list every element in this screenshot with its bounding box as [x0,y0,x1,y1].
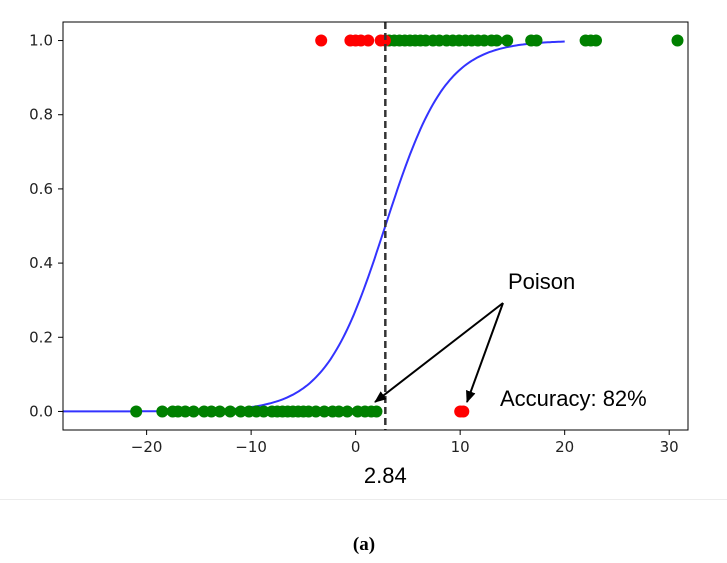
data-point-0-50 [501,34,514,47]
threshold-label: 2.84 [364,463,407,488]
axes-layer: −20 −10 0 10 20 30 0.0 0.2 0.4 0.6 0.8 1.0 [29,21,689,456]
poison-arrow-left [374,302,504,403]
data-point-0-5 [187,405,200,418]
axes-frame [62,21,689,431]
y-tick-label: 0.8 [29,106,53,124]
data-point-0-22 [309,405,322,418]
figure-caption: (a) [353,534,375,555]
data-point-0-23 [318,405,331,418]
threshold-layer: 2.84 [364,22,407,488]
x-tick-label: 20 [555,438,574,456]
data-point-0-26 [341,405,354,418]
accuracy-annotation: Accuracy: 82% [500,386,647,411]
y-tick-label: 0.4 [29,254,53,272]
data-point-0-7 [205,405,218,418]
data-point-0-30 [370,405,383,418]
data-point-0-25 [332,405,345,418]
y-tick-label: 0.2 [29,328,53,346]
x-tick-label: 10 [451,438,470,456]
data-point-0-13 [257,405,270,418]
y-tick-label: 0.6 [29,180,53,198]
x-tick-label: 0 [351,438,361,456]
data-point-0-0 [130,405,143,418]
sigmoid-curve-layer [63,40,565,413]
x-tick-label: −10 [235,438,267,456]
x-tick-label: 30 [660,438,679,456]
data-point-0-56 [671,34,684,47]
sigmoid-curve [63,40,565,413]
data-point-1-6 [378,34,391,47]
data-point-0-49 [490,34,503,47]
annotation-layer: Poison Accuracy: 82% [374,269,647,411]
scatter-points-layer [130,34,684,418]
data-point-0-1 [156,405,169,418]
data-point-0-9 [224,405,237,418]
plot-background [63,22,688,430]
data-point-0-10 [234,405,247,418]
data-point-1-8 [457,405,470,418]
y-tick-label: 1.0 [29,32,53,50]
data-point-1-4 [362,34,375,47]
poison-annotation: Poison [508,269,575,294]
data-point-0-8 [213,405,226,418]
data-point-0-52 [530,34,543,47]
data-point-0-55 [590,34,602,47]
data-point-0-4 [179,405,192,418]
data-point-1-0 [315,34,328,47]
poison-arrow-right [466,302,504,403]
y-tick-label: 0.0 [29,402,53,420]
x-tick-label: −20 [131,438,163,456]
separator-line [0,499,727,500]
